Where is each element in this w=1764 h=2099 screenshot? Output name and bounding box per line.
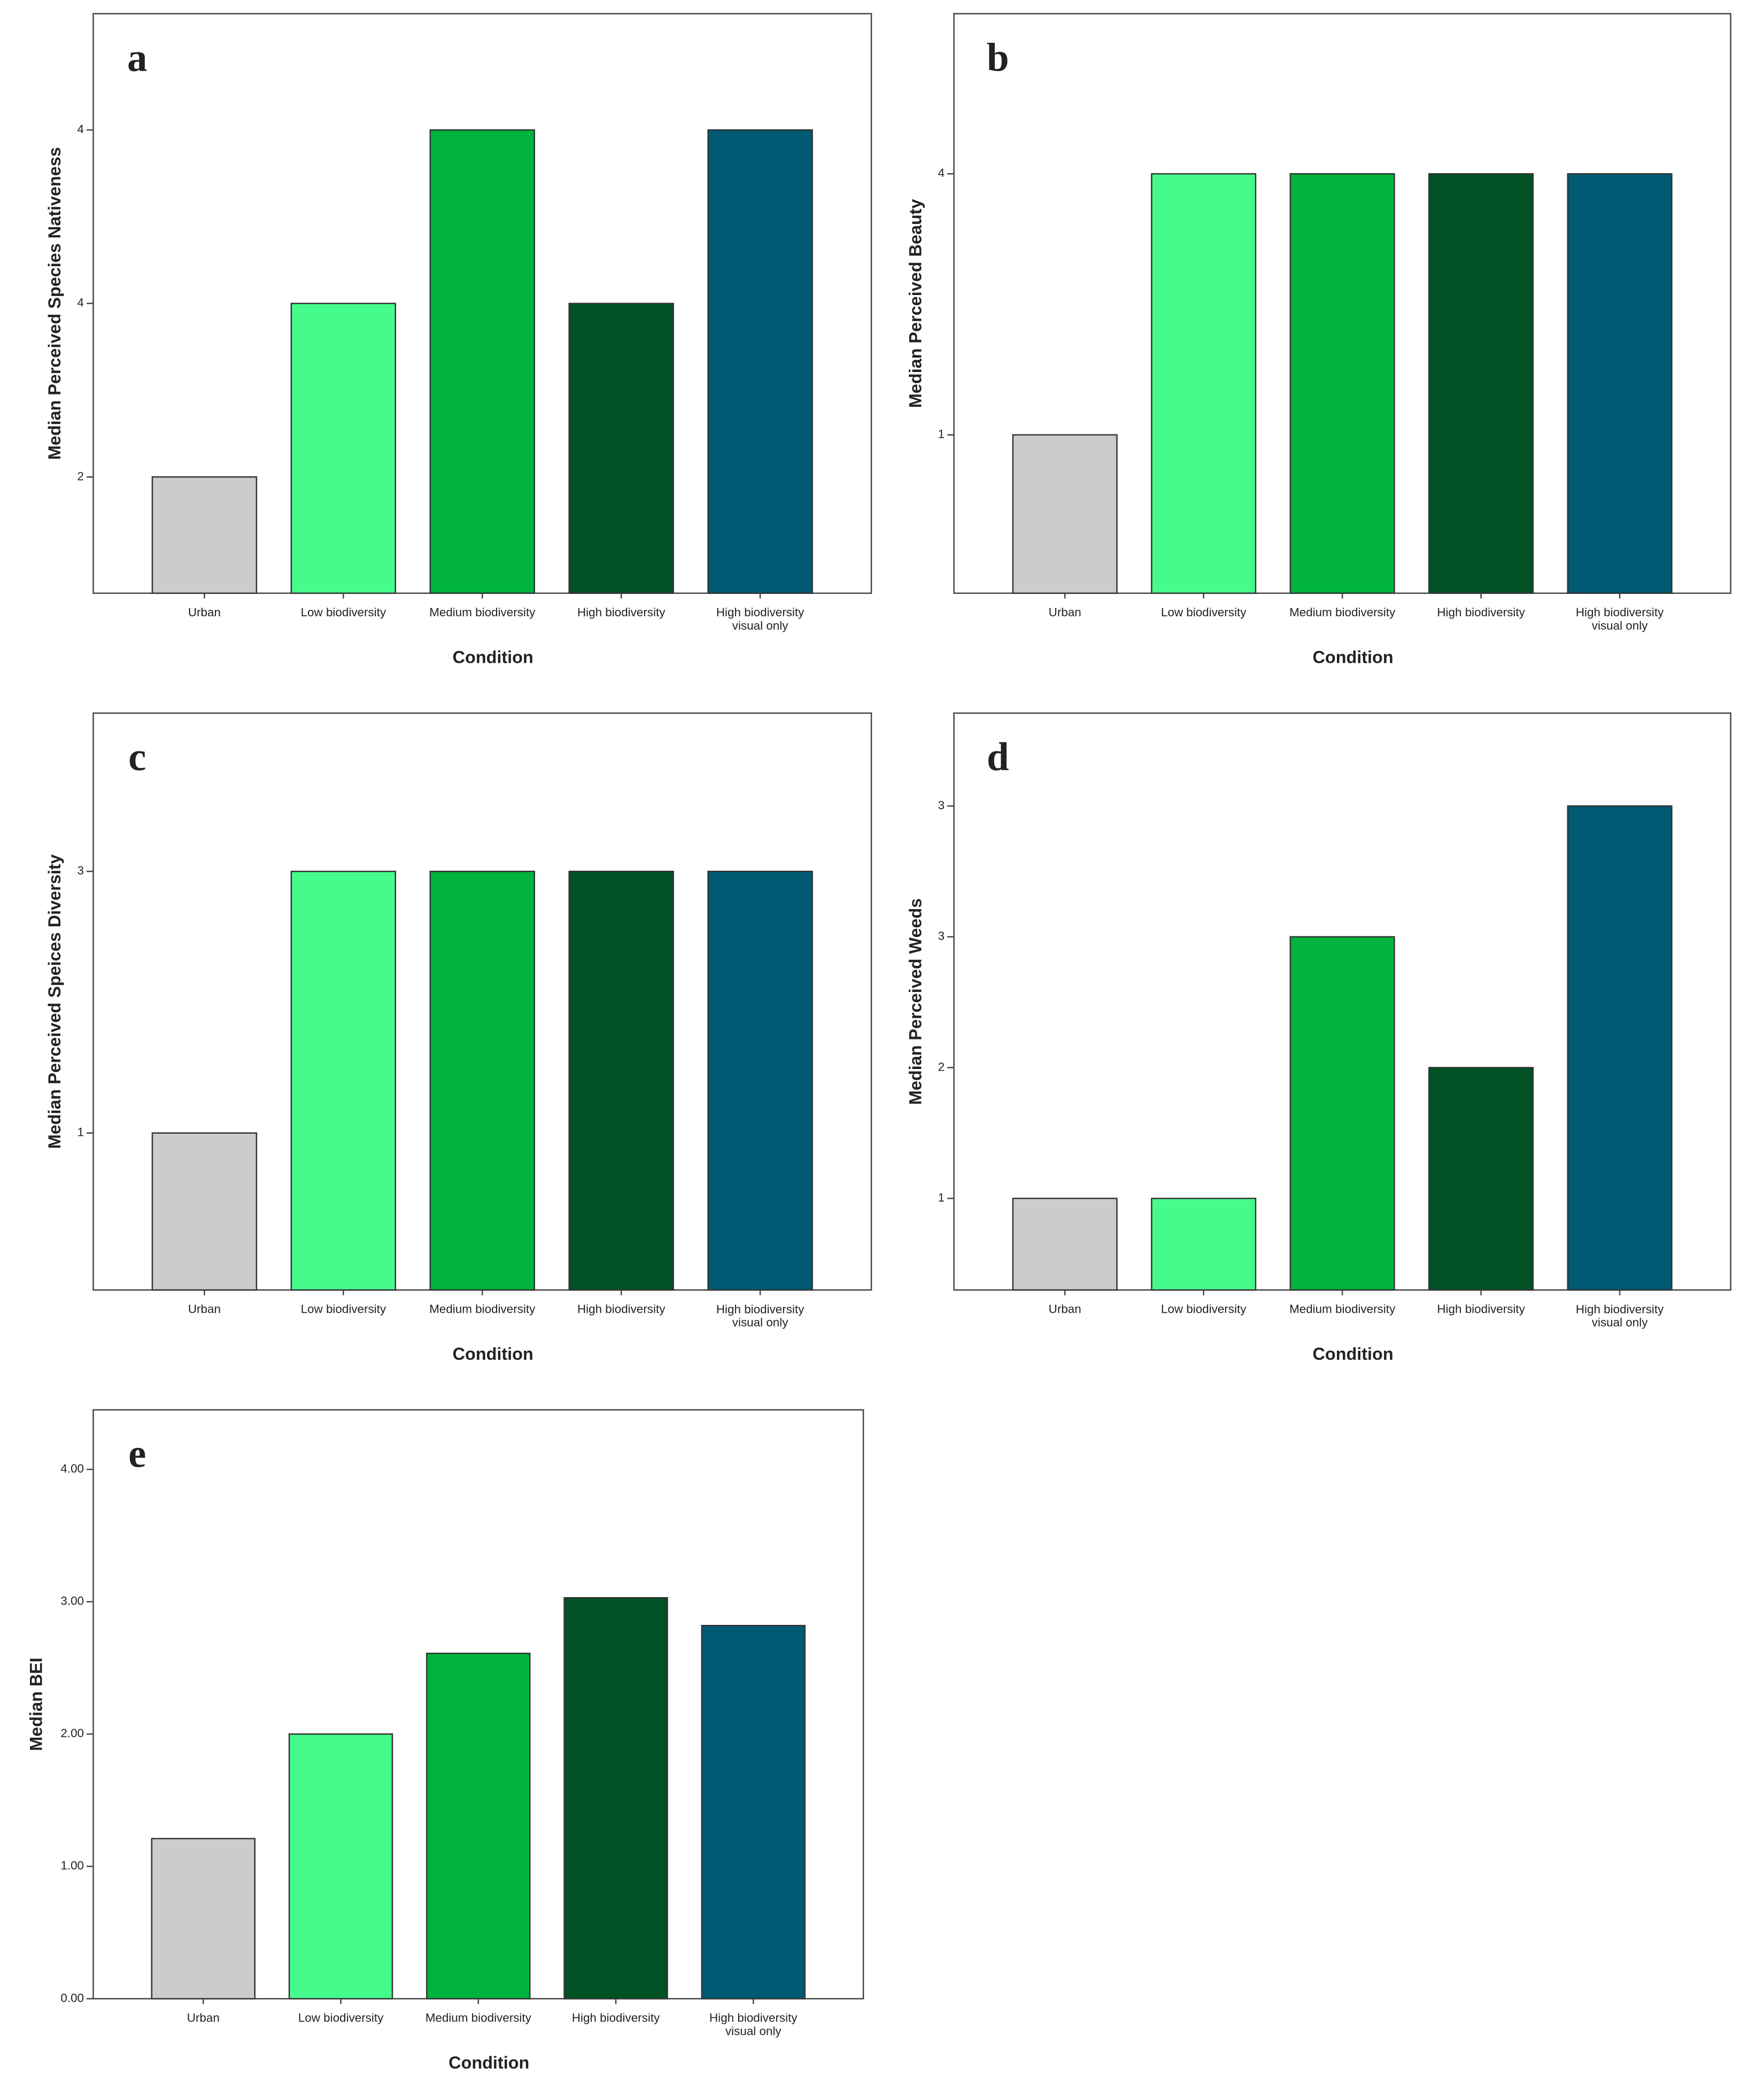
x-tick-label: High biodiversity visual only bbox=[716, 606, 804, 632]
x-tick-label: Urban bbox=[1049, 1303, 1081, 1316]
bar bbox=[1428, 173, 1534, 594]
x-tick-label: High biodiversity bbox=[577, 1303, 666, 1316]
x-tick-label: Urban bbox=[188, 1303, 221, 1316]
bar bbox=[707, 871, 813, 1291]
x-tick-label: Medium biodiversity bbox=[1289, 1303, 1396, 1316]
x-tick-label: High biodiversity bbox=[577, 606, 666, 619]
bar bbox=[290, 303, 397, 594]
bar bbox=[1289, 936, 1395, 1291]
bar bbox=[1567, 805, 1673, 1291]
panel-label: b bbox=[987, 36, 1009, 80]
y-tick-label: 3 bbox=[78, 864, 84, 877]
x-tick-label: High biodiversity visual only bbox=[716, 1303, 804, 1329]
x-tick-label: Low biodiversity bbox=[298, 2011, 384, 2025]
panel-label: c bbox=[128, 735, 146, 779]
x-tick-label: High biodiversity visual only bbox=[709, 2011, 798, 2038]
x-tick-label: Medium biodiversity bbox=[429, 606, 536, 619]
x-tick-label: Low biodiversity bbox=[1161, 606, 1247, 619]
y-axis-title: Median BEI bbox=[26, 1657, 45, 1751]
bar bbox=[151, 1132, 258, 1291]
y-tick-label: 1 bbox=[78, 1126, 84, 1139]
x-tick-label: Urban bbox=[1049, 606, 1081, 619]
y-tick-label: 3.00 bbox=[60, 1594, 84, 1608]
x-axis-title: Condition bbox=[453, 1344, 533, 1364]
bar bbox=[568, 303, 674, 594]
y-tick-label: 2.00 bbox=[60, 1726, 84, 1740]
x-tick-label: Low biodiversity bbox=[1161, 1303, 1247, 1316]
bar bbox=[563, 1597, 668, 2000]
x-tick-label: High biodiversity visual only bbox=[1576, 606, 1664, 632]
bar bbox=[151, 476, 258, 594]
x-tick-label: Urban bbox=[187, 2011, 220, 2025]
y-tick-label: 1.00 bbox=[60, 1859, 84, 1872]
bar bbox=[1289, 173, 1395, 594]
x-tick-label: Low biodiversity bbox=[301, 1303, 386, 1316]
x-tick-label: Urban bbox=[188, 606, 221, 619]
x-axis-title: Condition bbox=[1313, 648, 1394, 667]
y-tick-label: 1 bbox=[938, 1191, 945, 1204]
panel-label: e bbox=[128, 1432, 146, 1476]
y-axis-title: Median Perceived Beauty bbox=[906, 199, 925, 408]
y-axis-title: Median Perceived Speices Diversity bbox=[45, 854, 64, 1149]
bar bbox=[288, 1733, 393, 2000]
bar bbox=[426, 1652, 531, 2000]
x-axis-title: Condition bbox=[453, 648, 533, 667]
bar bbox=[429, 129, 535, 594]
x-tick-label: High biodiversity bbox=[1437, 606, 1525, 619]
x-tick-label: Medium biodiversity bbox=[425, 2011, 532, 2025]
y-axis-title: Median Perceived Weeds bbox=[906, 899, 925, 1105]
bar bbox=[1151, 173, 1257, 594]
y-tick-label: 4 bbox=[78, 296, 84, 309]
bar bbox=[1428, 1067, 1534, 1291]
y-axis-title: Median Perceived Species Nativeness bbox=[45, 147, 64, 460]
y-tick-label: 4 bbox=[78, 122, 84, 136]
bar bbox=[1012, 1197, 1118, 1291]
bar bbox=[1151, 1197, 1257, 1291]
x-tick-label: High biodiversity bbox=[1437, 1303, 1525, 1316]
y-tick-label: 1 bbox=[938, 427, 945, 440]
y-tick-label: 3 bbox=[938, 799, 945, 812]
bar bbox=[151, 1838, 256, 2000]
bar bbox=[568, 871, 674, 1291]
y-tick-label: 4 bbox=[938, 166, 945, 180]
y-tick-label: 2 bbox=[78, 469, 84, 483]
panel-label: d bbox=[987, 735, 1009, 779]
panel-label: a bbox=[127, 36, 147, 80]
bar bbox=[1567, 173, 1673, 594]
x-tick-label: High biodiversity visual only bbox=[1576, 1303, 1664, 1329]
x-tick-label: Medium biodiversity bbox=[429, 1303, 536, 1316]
x-tick-label: High biodiversity bbox=[572, 2011, 660, 2025]
x-tick-label: Low biodiversity bbox=[301, 606, 386, 619]
y-tick-label: 2 bbox=[938, 1060, 945, 1073]
bar bbox=[707, 129, 813, 594]
y-tick-label: 0.00 bbox=[60, 1991, 84, 2004]
bar bbox=[1012, 434, 1118, 594]
y-tick-label: 3 bbox=[938, 930, 945, 943]
x-axis-title: Condition bbox=[448, 2053, 529, 2072]
bar bbox=[290, 871, 397, 1291]
x-axis-title: Condition bbox=[1313, 1344, 1394, 1364]
x-tick-label: Medium biodiversity bbox=[1289, 606, 1396, 619]
y-tick-label: 4.00 bbox=[60, 1462, 84, 1475]
bar bbox=[429, 871, 535, 1291]
bar bbox=[701, 1624, 806, 2000]
